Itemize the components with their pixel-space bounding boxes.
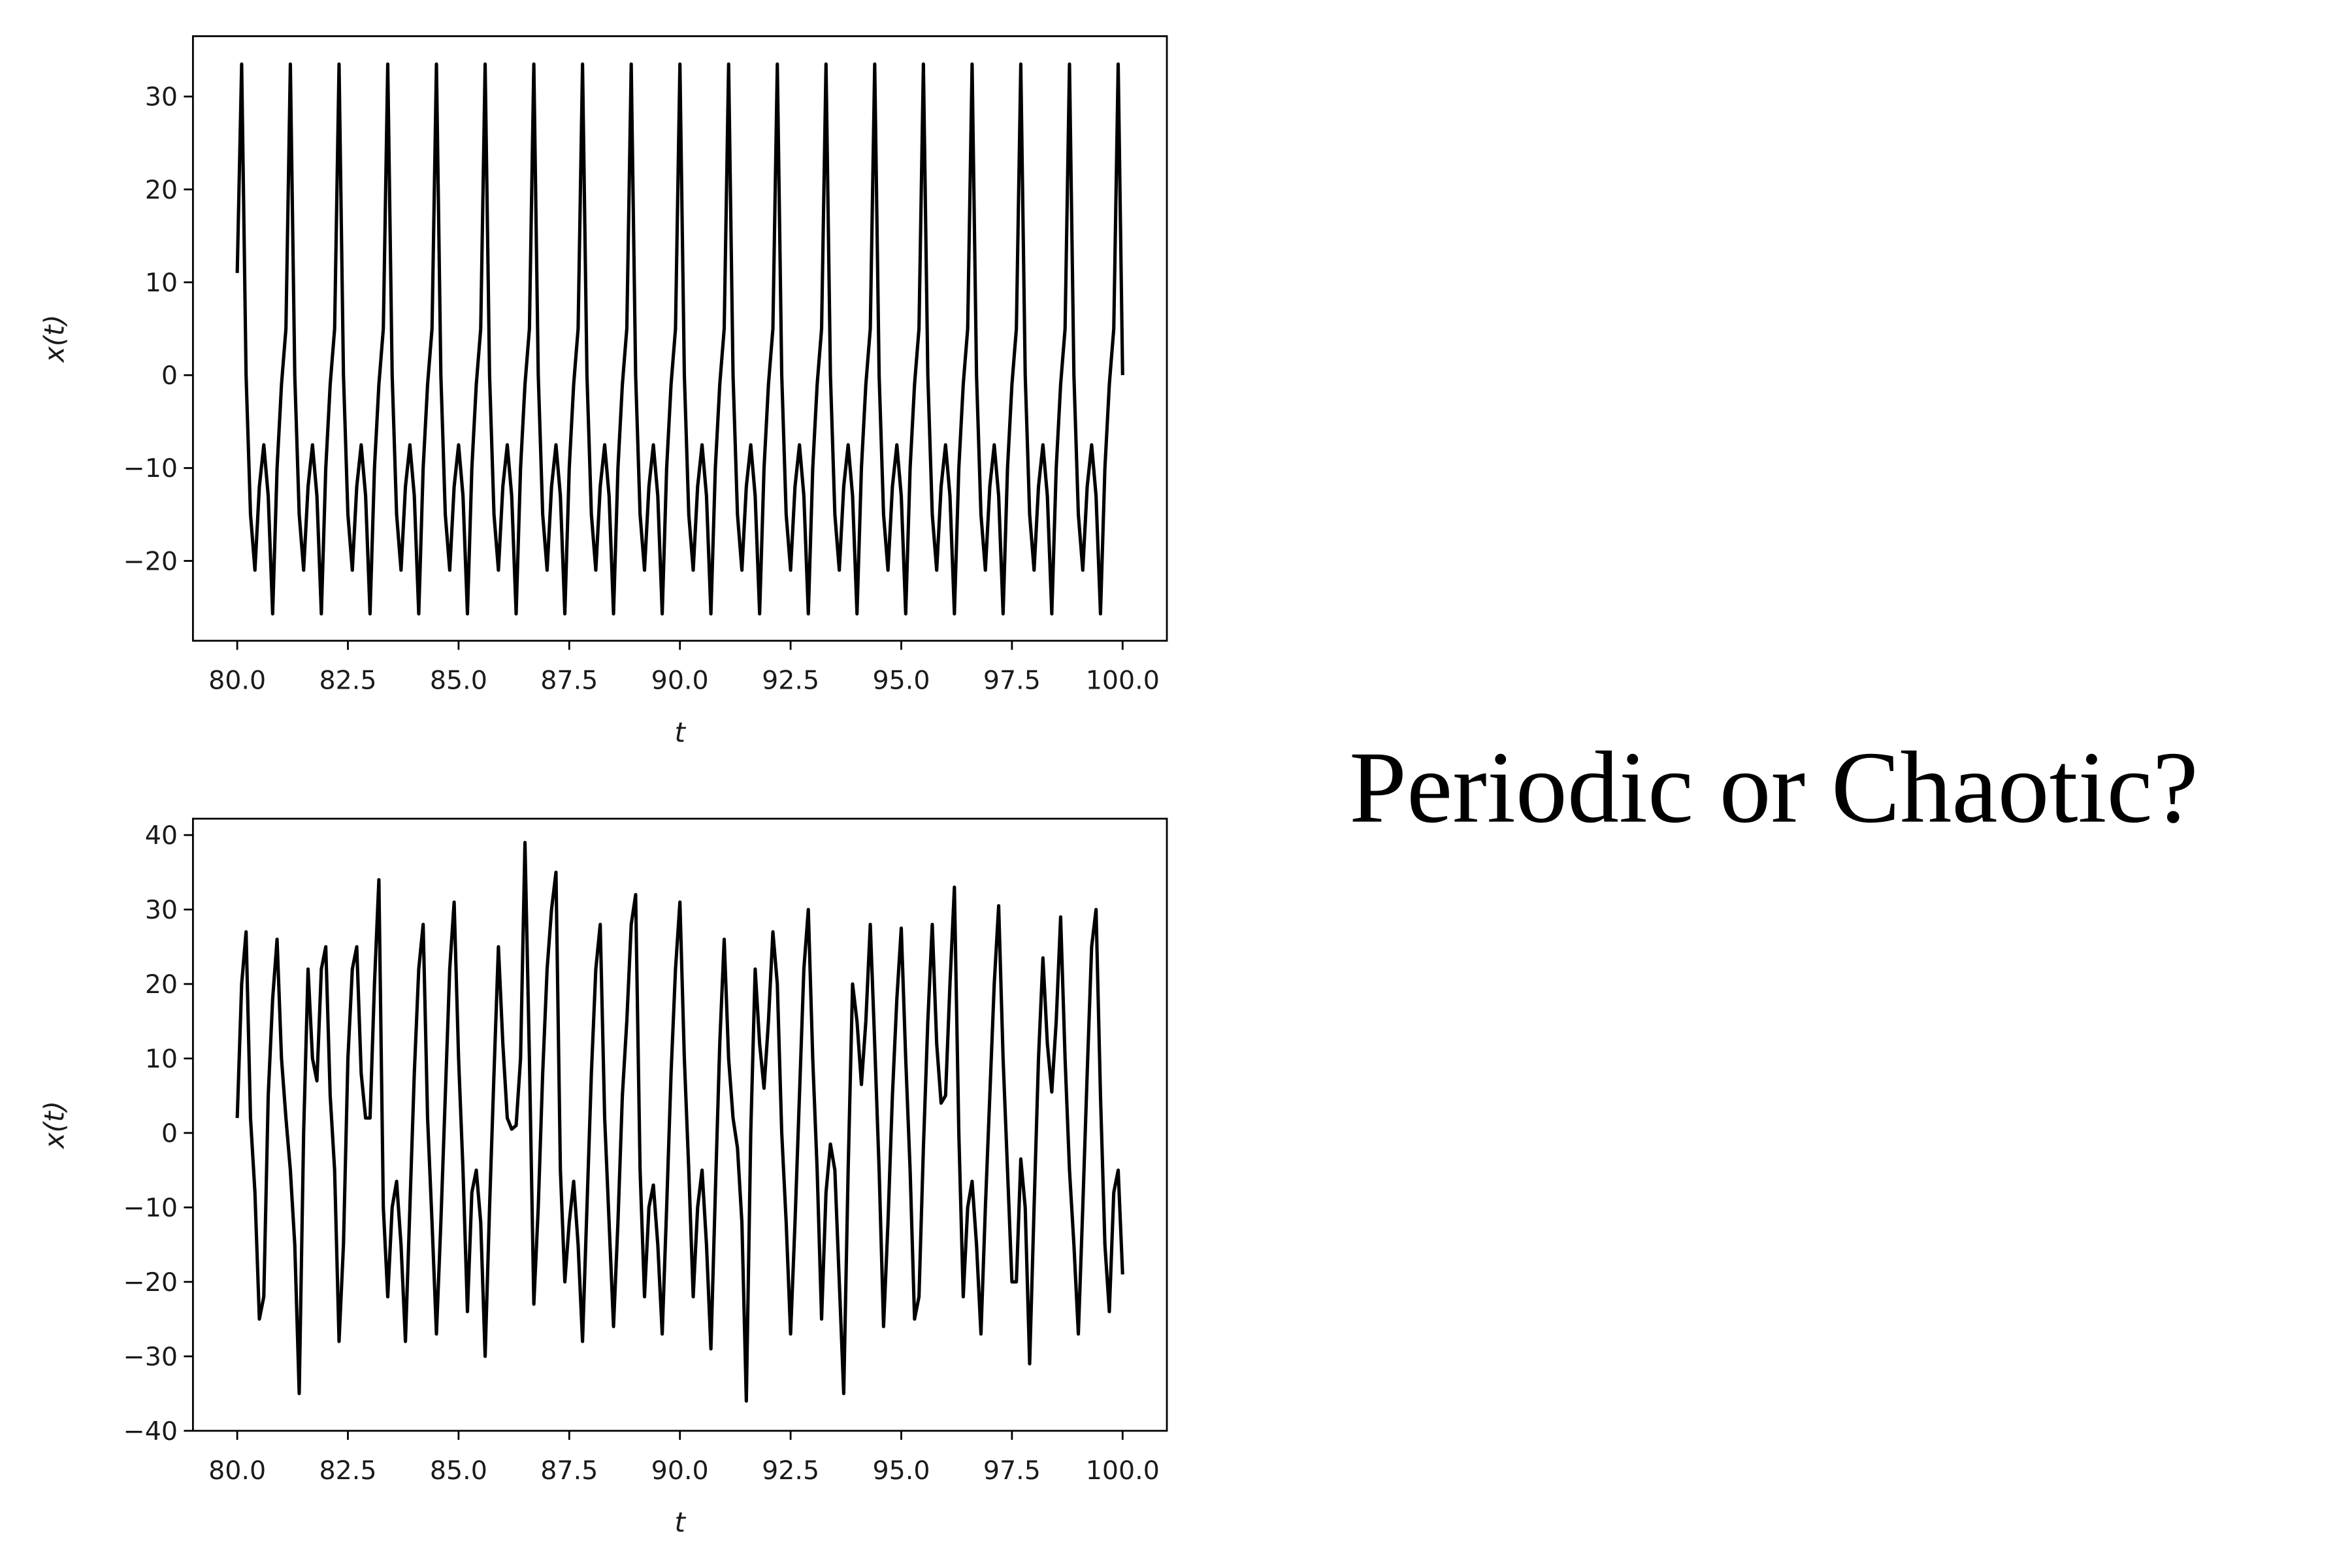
x-axis-label: t <box>674 1507 686 1539</box>
y-tick-label: 30 <box>145 82 178 112</box>
y-tick-label: 0 <box>161 361 178 391</box>
y-tick-label: −30 <box>123 1342 178 1372</box>
data-line <box>235 841 1124 1403</box>
x-tick-label: 85.0 <box>430 666 487 696</box>
x-tick-label: 80.0 <box>208 666 266 696</box>
y-tick-label: −10 <box>123 1193 178 1223</box>
x-tick-label: 82.5 <box>319 666 377 696</box>
x-tick-label: 100.0 <box>1086 1456 1160 1486</box>
y-tick-label: 20 <box>145 175 178 205</box>
x-tick-label: 80.0 <box>208 1456 266 1486</box>
x-tick-label: 95.0 <box>872 666 930 696</box>
x-tick-label: 92.5 <box>762 1456 819 1486</box>
x-tick-label: 90.0 <box>651 1456 709 1486</box>
x-tick-label: 87.5 <box>540 1456 598 1486</box>
x-tick-label: 92.5 <box>762 666 819 696</box>
y-tick-label: −10 <box>123 453 178 483</box>
y-tick-label: 10 <box>145 1044 178 1074</box>
y-tick-label: −20 <box>123 1267 178 1298</box>
y-tick-label: −40 <box>123 1416 178 1446</box>
y-tick-label: −20 <box>123 547 178 577</box>
x-tick-label: 97.5 <box>983 1456 1041 1486</box>
y-tick-label: 40 <box>145 821 178 851</box>
x-tick-label: 87.5 <box>540 666 598 696</box>
y-axis-label: x(t) <box>39 314 71 363</box>
y-axis-label: x(t) <box>39 1101 71 1150</box>
y-tick-label: 0 <box>161 1119 178 1149</box>
y-tick-label: 10 <box>145 268 178 298</box>
x-tick-label: 100.0 <box>1086 666 1160 696</box>
x-tick-label: 95.0 <box>872 1456 930 1486</box>
y-tick-label: 20 <box>145 970 178 1000</box>
x-tick-label: 90.0 <box>651 666 709 696</box>
x-tick-label: 82.5 <box>319 1456 377 1486</box>
x-tick-label: 85.0 <box>430 1456 487 1486</box>
data-line <box>235 62 1124 616</box>
y-tick-label: 30 <box>145 895 178 925</box>
caption: Periodic or Chaotic? <box>1349 731 2198 844</box>
x-tick-label: 97.5 <box>983 666 1041 696</box>
x-axis-label: t <box>674 717 686 749</box>
